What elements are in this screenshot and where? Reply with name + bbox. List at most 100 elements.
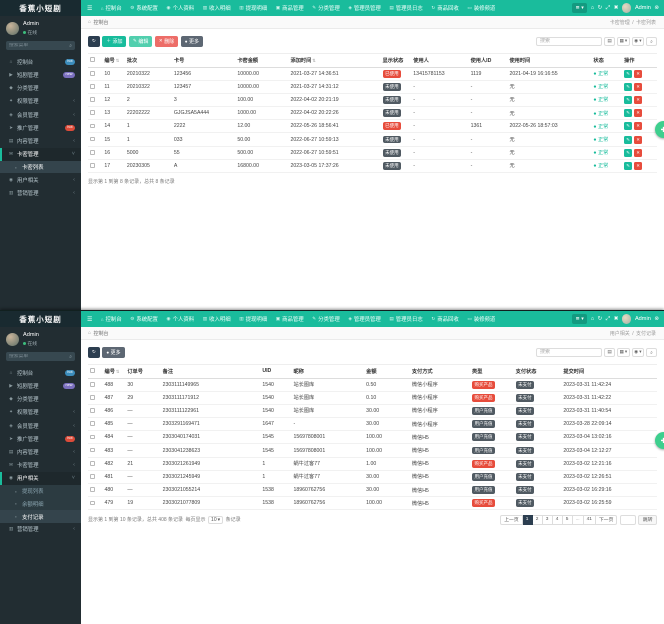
- row-checkbox[interactable]: [90, 123, 95, 129]
- columns-button[interactable]: ▦ ▾: [617, 347, 630, 357]
- page-button[interactable]: 下一页: [595, 514, 618, 525]
- export-button[interactable]: ◉ ▾: [631, 36, 644, 46]
- sidebar-item[interactable]: ◈ 会员管理 ‹: [0, 108, 81, 121]
- fullscreen-icon[interactable]: ⤢: [605, 4, 611, 11]
- sidebar-search-input[interactable]: [6, 43, 67, 49]
- delete-button[interactable]: ✕: [634, 109, 643, 118]
- page-button[interactable]: 41: [583, 514, 596, 525]
- row-checkbox[interactable]: [90, 395, 95, 400]
- menu-toggle-icon[interactable]: ☰: [87, 5, 93, 12]
- app-logo[interactable]: 香蕉小短剧: [0, 0, 81, 16]
- topnav-item[interactable]: ▣ 商品管理: [271, 311, 308, 327]
- sidebar-item[interactable]: ➤ 推广管理 hot: [0, 432, 81, 445]
- close-icon[interactable]: ✖: [613, 4, 619, 11]
- topnav-item[interactable]: ▭ 装修频道: [463, 0, 500, 16]
- row-checkbox[interactable]: [90, 110, 95, 116]
- edit-button[interactable]: ✎: [624, 69, 633, 78]
- sidebar-item[interactable]: ◆ 分类管理: [0, 393, 81, 406]
- sort-icon[interactable]: ⇅: [115, 57, 120, 63]
- sidebar-item[interactable]: ▤ 内容管理 ‹: [0, 134, 81, 147]
- search-icon[interactable]: ⌕: [69, 42, 72, 49]
- detail-view-button[interactable]: ▤: [604, 36, 616, 46]
- row-checkbox[interactable]: [90, 487, 95, 493]
- select-all-checkbox[interactable]: [90, 368, 95, 373]
- search-icon[interactable]: ⌕: [69, 353, 72, 360]
- refresh-icon[interactable]: ↻: [597, 315, 603, 322]
- power-icon[interactable]: ⊗: [654, 316, 659, 322]
- topnav-item[interactable]: ⌂ 控制台: [96, 311, 126, 327]
- row-checkbox[interactable]: [90, 408, 95, 413]
- table-search-input[interactable]: [536, 347, 603, 357]
- topnav-item[interactable]: ⌂ 控制台: [96, 0, 126, 16]
- page-jump-button[interactable]: 跳转: [638, 514, 657, 525]
- breadcrumb-item[interactable]: 卡密列表: [635, 19, 656, 26]
- sidebar-item[interactable]: ▶ 短剧管理 new: [0, 69, 81, 82]
- float-service-button[interactable]: ✚: [655, 432, 664, 449]
- row-checkbox[interactable]: [90, 421, 95, 427]
- refresh-icon[interactable]: ↻: [597, 4, 603, 11]
- delete-button[interactable]: ✕: [634, 122, 643, 131]
- row-checkbox[interactable]: [90, 447, 95, 453]
- edit-button[interactable]: ✎ 编辑: [128, 36, 153, 47]
- sidebar-subitem[interactable]: ▪ 余额明细: [0, 498, 81, 511]
- breadcrumb-item[interactable]: 支付记录: [635, 330, 656, 337]
- more-button[interactable]: ● 更多: [102, 347, 125, 358]
- topnav-item[interactable]: ◈ 管理员管理: [344, 311, 385, 327]
- edit-button[interactable]: ✎: [624, 135, 633, 144]
- avatar[interactable]: [621, 314, 632, 324]
- row-checkbox[interactable]: [90, 97, 95, 102]
- row-checkbox[interactable]: [90, 381, 95, 387]
- sidebar-item[interactable]: ▤ 内容管理 ‹: [0, 445, 81, 458]
- edit-button[interactable]: ✎: [624, 82, 633, 91]
- row-checkbox[interactable]: [90, 434, 95, 440]
- topnav-item[interactable]: ↻ 商品回收: [427, 0, 463, 16]
- sidebar-subitem[interactable]: ▪ 提现列表: [0, 485, 81, 498]
- delete-button[interactable]: ✕: [634, 95, 643, 104]
- refresh-button[interactable]: ↻: [88, 36, 100, 47]
- more-button[interactable]: ● 更多: [180, 36, 204, 47]
- topnav-item[interactable]: ▤ 管理员日志: [385, 0, 427, 16]
- topnav-item[interactable]: ▥ 提现明细: [235, 311, 272, 327]
- page-button[interactable]: 上一页: [500, 514, 523, 525]
- topnav-item[interactable]: ⚙ 系统配置: [126, 0, 162, 16]
- nav-more-dropdown[interactable]: ≣ ▾: [571, 314, 588, 324]
- edit-button[interactable]: ✎: [624, 95, 633, 104]
- detail-view-button[interactable]: ▤: [604, 347, 616, 357]
- sort-icon[interactable]: ⇅: [312, 57, 316, 63]
- sort-icon[interactable]: ⇅: [115, 368, 120, 374]
- topnav-item[interactable]: ✎ 分类管理: [308, 311, 344, 327]
- page-jump-input[interactable]: [620, 514, 637, 525]
- column-header[interactable]: 编号⇅: [102, 364, 126, 379]
- topnav-item[interactable]: ▥ 收入明细: [198, 311, 235, 327]
- topnav-item[interactable]: ▣ 商品管理: [271, 0, 308, 16]
- page-button[interactable]: 1: [522, 514, 533, 525]
- home-icon[interactable]: ⌂: [590, 315, 595, 322]
- fullscreen-icon[interactable]: ⤢: [605, 315, 611, 322]
- topnav-item[interactable]: ▭ 装修频道: [463, 311, 500, 327]
- topnav-item[interactable]: ◉ 个人资料: [162, 311, 198, 327]
- page-size-select[interactable]: 10 ▾: [208, 515, 224, 525]
- sidebar-item[interactable]: ▥ 营销管理 ‹: [0, 187, 81, 200]
- page-button[interactable]: 3: [542, 514, 553, 525]
- delete-button[interactable]: ✕ 删除: [154, 36, 179, 47]
- sidebar-subitem[interactable]: ▪ 支付记录: [0, 510, 81, 523]
- sidebar-item[interactable]: ▶ 短剧管理 new: [0, 380, 81, 393]
- edit-button[interactable]: ✎: [624, 148, 633, 157]
- topnav-item[interactable]: ↻ 商品回收: [427, 311, 463, 327]
- row-checkbox[interactable]: [90, 474, 95, 479]
- row-checkbox[interactable]: [90, 500, 95, 506]
- search-button[interactable]: ⌕: [646, 347, 657, 357]
- row-checkbox[interactable]: [90, 136, 95, 142]
- admin-label[interactable]: Admin: [634, 5, 651, 11]
- topnav-item[interactable]: ◉ 个人资料: [162, 0, 198, 16]
- avatar[interactable]: [621, 3, 632, 13]
- sidebar-item[interactable]: ➤ 推广管理 hot: [0, 121, 81, 134]
- breadcrumb-home[interactable]: ⌂ 控制台: [88, 19, 109, 26]
- sidebar-item[interactable]: ⌂ 控制台 hot: [0, 55, 81, 68]
- home-icon[interactable]: ⌂: [590, 4, 595, 11]
- topnav-item[interactable]: ▥ 收入明细: [198, 0, 235, 16]
- row-checkbox[interactable]: [90, 163, 95, 168]
- sidebar-item[interactable]: ✉ 卡密管理 ‹: [0, 459, 81, 472]
- sidebar-item[interactable]: ◆ 分类管理: [0, 82, 81, 95]
- sidebar-item[interactable]: ✦ 权限管理 ‹: [0, 95, 81, 108]
